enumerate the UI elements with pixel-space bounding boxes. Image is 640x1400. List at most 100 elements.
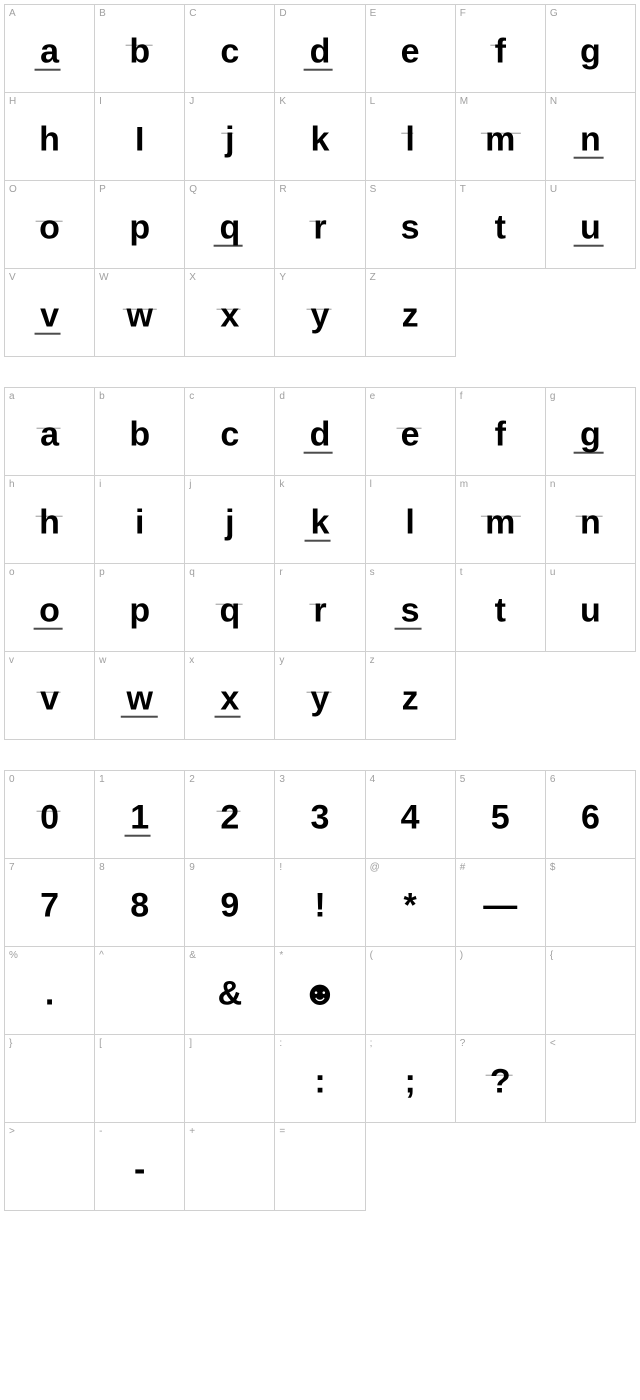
cell-label: X [189,272,196,283]
glyph-cell: ) [456,947,546,1035]
glyph: z [402,681,419,715]
cell-label: y [279,655,284,666]
cell-label: ; [370,1038,373,1049]
cell-label: F [460,8,466,19]
cell-label: ( [370,950,373,961]
glyph-cell: 00 [5,771,95,859]
glyph: q [219,593,240,627]
cell-label: = [279,1126,285,1137]
cell-label: 9 [189,862,195,873]
glyph: 4 [401,800,420,834]
glyph-cell: Xx [185,269,275,357]
cell-label: K [279,96,286,107]
cell-label: m [460,479,468,490]
cell-label: Q [189,184,197,195]
glyph-cell: Jj [185,93,275,181]
glyph: a [40,34,59,68]
cell-label: u [550,567,556,578]
cell-label: + [189,1126,195,1137]
glyph-cell: hh [5,476,95,564]
cell-label: < [550,1038,556,1049]
cell-label: 5 [460,774,466,785]
glyph: d [310,417,331,451]
glyph: . [45,976,54,1010]
cell-label: ? [460,1038,466,1049]
glyph-cell: !! [275,859,365,947]
cell-label: [ [99,1038,102,1049]
glyph: o [39,593,60,627]
glyph-cell: 22 [185,771,275,859]
glyph-cell: Ww [95,269,185,357]
glyph: ? [490,1064,511,1098]
cell-label: } [9,1038,12,1049]
glyph-section: AaBbCcDdEeFfGgHhIIJjKkLlMmNnOoPpQqRrSsTt… [4,4,636,357]
cell-label: % [9,950,18,961]
glyph: r [313,210,326,244]
cell-label: 2 [189,774,195,785]
glyph: h [39,505,60,539]
glyph: v [40,681,59,715]
glyph-cell: uu [546,564,636,652]
glyph: z [402,298,419,332]
glyph: 0 [40,800,59,834]
glyph: u [580,593,601,627]
cell-label: s [370,567,375,578]
cell-label: T [460,184,466,195]
glyph: l [405,505,414,539]
glyph: u [580,210,601,244]
glyph-cell: ii [95,476,185,564]
glyph: l [405,122,414,156]
cell-label: A [9,8,16,19]
cell-label: & [189,950,196,961]
glyph: x [220,298,239,332]
cell-label: 1 [99,774,105,785]
glyph-cell: Tt [456,181,546,269]
glyph: g [580,417,601,451]
glyph-cell: qq [185,564,275,652]
glyph: x [220,681,239,715]
glyph: s [401,593,420,627]
glyph-cell: Yy [275,269,365,357]
glyph: h [39,122,60,156]
glyph: 6 [581,800,600,834]
cell-label: p [99,567,105,578]
glyph-cell: Dd [275,5,365,93]
glyph: 1 [130,800,149,834]
glyph-cell: $ [546,859,636,947]
glyph-cell: Vv [5,269,95,357]
glyph: n [580,505,601,539]
cell-label: @ [370,862,380,873]
cell-label: G [550,8,558,19]
glyph: t [495,210,506,244]
glyph-cell: [ [95,1035,185,1123]
glyph: 5 [491,800,510,834]
glyph-cell: cc [185,388,275,476]
glyph-cell: Bb [95,5,185,93]
glyph-cell: ] [185,1035,275,1123]
glyph-cell: #— [456,859,546,947]
glyph: i [135,505,144,539]
cell-label: : [279,1038,282,1049]
cell-label: e [370,391,376,402]
cell-label: x [189,655,194,666]
glyph: w [126,298,152,332]
glyph-cell: 55 [456,771,546,859]
glyph-cell: pp [95,564,185,652]
cell-label: P [99,184,106,195]
cell-label: w [99,655,106,666]
glyph: p [129,210,150,244]
glyph: — [483,888,517,922]
cell-label: B [99,8,106,19]
glyph: e [401,34,420,68]
cell-label: { [550,950,553,961]
cell-label: * [279,950,283,961]
cell-label: g [550,391,556,402]
glyph-cell: xx [185,652,275,740]
glyph-cell: @* [366,859,456,947]
cell-label: U [550,184,557,195]
cell-label: N [550,96,557,107]
glyph: b [129,34,150,68]
cell-label: 6 [550,774,556,785]
glyph: v [40,298,59,332]
glyph: I [135,122,144,156]
